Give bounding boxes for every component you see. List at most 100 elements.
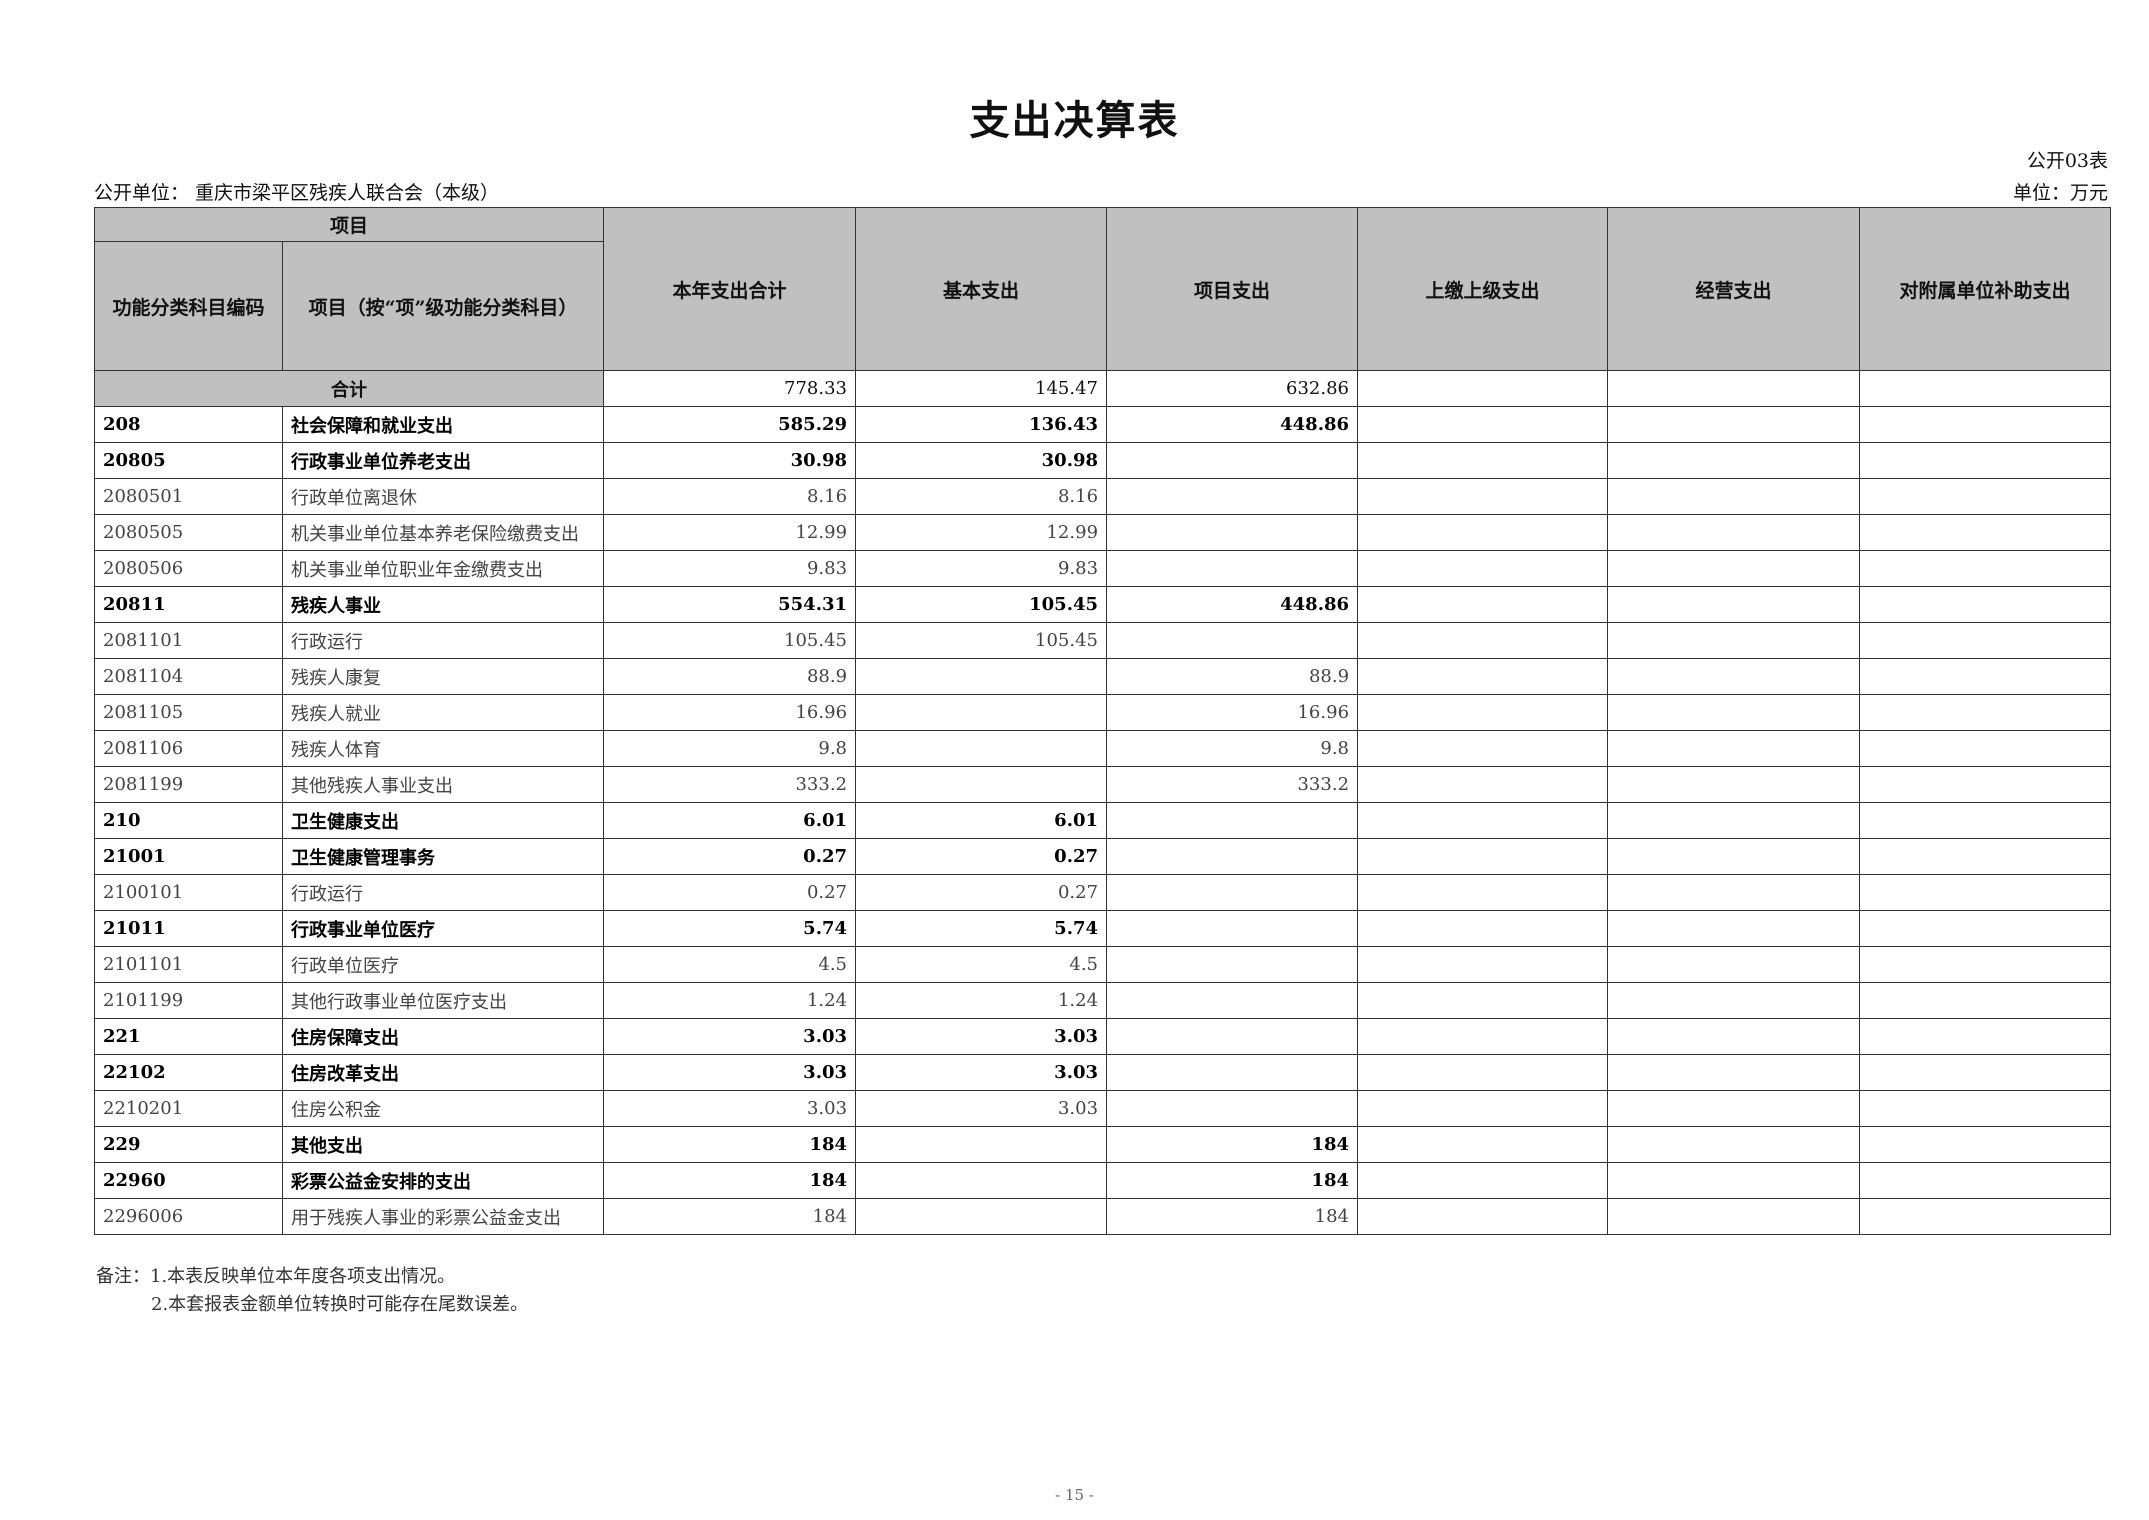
cell-empty (1859, 622, 2112, 659)
cell-empty (1357, 766, 1609, 803)
cell-empty (1357, 1054, 1609, 1091)
cell-total: 105.45 (603, 622, 857, 659)
cell-empty (1607, 1018, 1861, 1055)
cell-total: 585.29 (603, 406, 857, 443)
cell-empty (1357, 802, 1609, 839)
header-item: 项目 (93, 207, 605, 242)
total-subsidy (1859, 370, 2112, 407)
cell-name: 其他行政事业单位医疗支出 (281, 982, 605, 1019)
cell-name: 行政单位离退休 (281, 478, 605, 515)
cell-code: 229 (94, 1126, 283, 1163)
cell-empty (1357, 1126, 1609, 1163)
cell-total: 1.24 (603, 982, 857, 1019)
table-row: 20811 残疾人事业 554.31 105.45 448.86 (94, 586, 2112, 623)
cell-project: 184 (1106, 1126, 1359, 1163)
cell-project: 333.2 (1106, 766, 1359, 803)
cell-empty (1859, 766, 2112, 803)
cell-empty (1357, 658, 1609, 695)
cell-basic: 3.03 (855, 1018, 1108, 1055)
cell-name: 残疾人就业 (281, 694, 605, 731)
page-title: 支出决算表 (969, 97, 1180, 144)
cell-empty (1859, 658, 2112, 695)
cell-total: 554.31 (603, 586, 857, 623)
cell-basic: 30.98 (855, 442, 1108, 479)
cell-project (1106, 1054, 1359, 1091)
cell-basic: 4.5 (855, 946, 1108, 983)
table-row: 22102 住房改革支出 3.03 3.03 (94, 1054, 2112, 1091)
cell-project (1106, 874, 1359, 911)
expenditure-table: 项目 本年支出合计 基本支出 项目支出 上缴上级支出 经营支出 对附属单位补助支… (93, 207, 2112, 1235)
cell-code: 221 (94, 1018, 283, 1055)
cell-empty (1357, 982, 1609, 1019)
notes: 备注：1.本表反映单位本年度各项支出情况。 2.本套报表金额单位转换时可能存在尾… (96, 1263, 528, 1319)
cell-total: 4.5 (603, 946, 857, 983)
cell-empty (1357, 694, 1609, 731)
cell-code: 2100101 (94, 874, 283, 911)
cell-total: 30.98 (603, 442, 857, 479)
cell-empty (1607, 766, 1861, 803)
cell-name: 行政运行 (281, 622, 605, 659)
cell-empty (1859, 1126, 2112, 1163)
cell-empty (1357, 514, 1609, 551)
cell-basic (855, 1126, 1108, 1163)
cell-code: 2081104 (94, 658, 283, 695)
cell-empty (1607, 622, 1861, 659)
total-business (1607, 370, 1861, 407)
cell-project: 16.96 (1106, 694, 1359, 731)
cell-total: 5.74 (603, 910, 857, 947)
header-upper: 上缴上级支出 (1357, 207, 1609, 371)
cell-empty (1357, 442, 1609, 479)
table-row: 2296006 用于残疾人事业的彩票公益金支出 184 184 (94, 1198, 2112, 1235)
cell-empty (1607, 910, 1861, 947)
cell-project: 184 (1106, 1198, 1359, 1235)
cell-total: 333.2 (603, 766, 857, 803)
cell-empty (1607, 478, 1861, 515)
table-row: 2080505 机关事业单位基本养老保险缴费支出 12.99 12.99 (94, 514, 2112, 551)
cell-code: 21011 (94, 910, 283, 947)
cell-name: 机关事业单位职业年金缴费支出 (281, 550, 605, 587)
table-row: 2101101 行政单位医疗 4.5 4.5 (94, 946, 2112, 983)
cell-project: 9.8 (1106, 730, 1359, 767)
cell-basic: 3.03 (855, 1054, 1108, 1091)
cell-code: 22102 (94, 1054, 283, 1091)
cell-total: 3.03 (603, 1054, 857, 1091)
page-number: - 15 - (1055, 1486, 1094, 1504)
cell-basic (855, 1198, 1108, 1235)
cell-project (1106, 910, 1359, 947)
cell-empty (1607, 1162, 1861, 1199)
cell-code: 2080506 (94, 550, 283, 587)
cell-name: 行政事业单位医疗 (281, 910, 605, 947)
cell-code: 2101101 (94, 946, 283, 983)
cell-code: 2081106 (94, 730, 283, 767)
cell-empty (1357, 1018, 1609, 1055)
note-2: 2.本套报表金额单位转换时可能存在尾数误差。 (151, 1294, 529, 1315)
cell-basic (855, 766, 1108, 803)
cell-code: 2210201 (94, 1090, 283, 1127)
cell-empty (1357, 586, 1609, 623)
table-row: 2080506 机关事业单位职业年金缴费支出 9.83 9.83 (94, 550, 2112, 587)
cell-empty (1607, 658, 1861, 695)
cell-empty (1607, 1090, 1861, 1127)
cell-code: 20811 (94, 586, 283, 623)
cell-empty (1357, 874, 1609, 911)
cell-project: 88.9 (1106, 658, 1359, 695)
cell-name: 卫生健康管理事务 (281, 838, 605, 875)
cell-empty (1357, 910, 1609, 947)
cell-empty (1357, 946, 1609, 983)
cell-total: 3.03 (603, 1090, 857, 1127)
cell-name: 社会保障和就业支出 (281, 406, 605, 443)
total-label: 合计 (93, 370, 605, 407)
cell-total: 3.03 (603, 1018, 857, 1055)
header-subsidy: 对附属单位补助支出 (1859, 207, 2112, 371)
cell-name: 残疾人事业 (281, 586, 605, 623)
cell-total: 184 (603, 1126, 857, 1163)
cell-empty (1859, 1018, 2112, 1055)
cell-code: 2080505 (94, 514, 283, 551)
reporting-unit: 公开单位： 重庆市梁平区残疾人联合会（本级） (94, 182, 500, 204)
cell-name: 行政事业单位养老支出 (281, 442, 605, 479)
cell-name: 住房改革支出 (281, 1054, 605, 1091)
cell-empty (1357, 622, 1609, 659)
total-upper (1357, 370, 1609, 407)
cell-empty (1859, 838, 2112, 875)
cell-name: 住房保障支出 (281, 1018, 605, 1055)
